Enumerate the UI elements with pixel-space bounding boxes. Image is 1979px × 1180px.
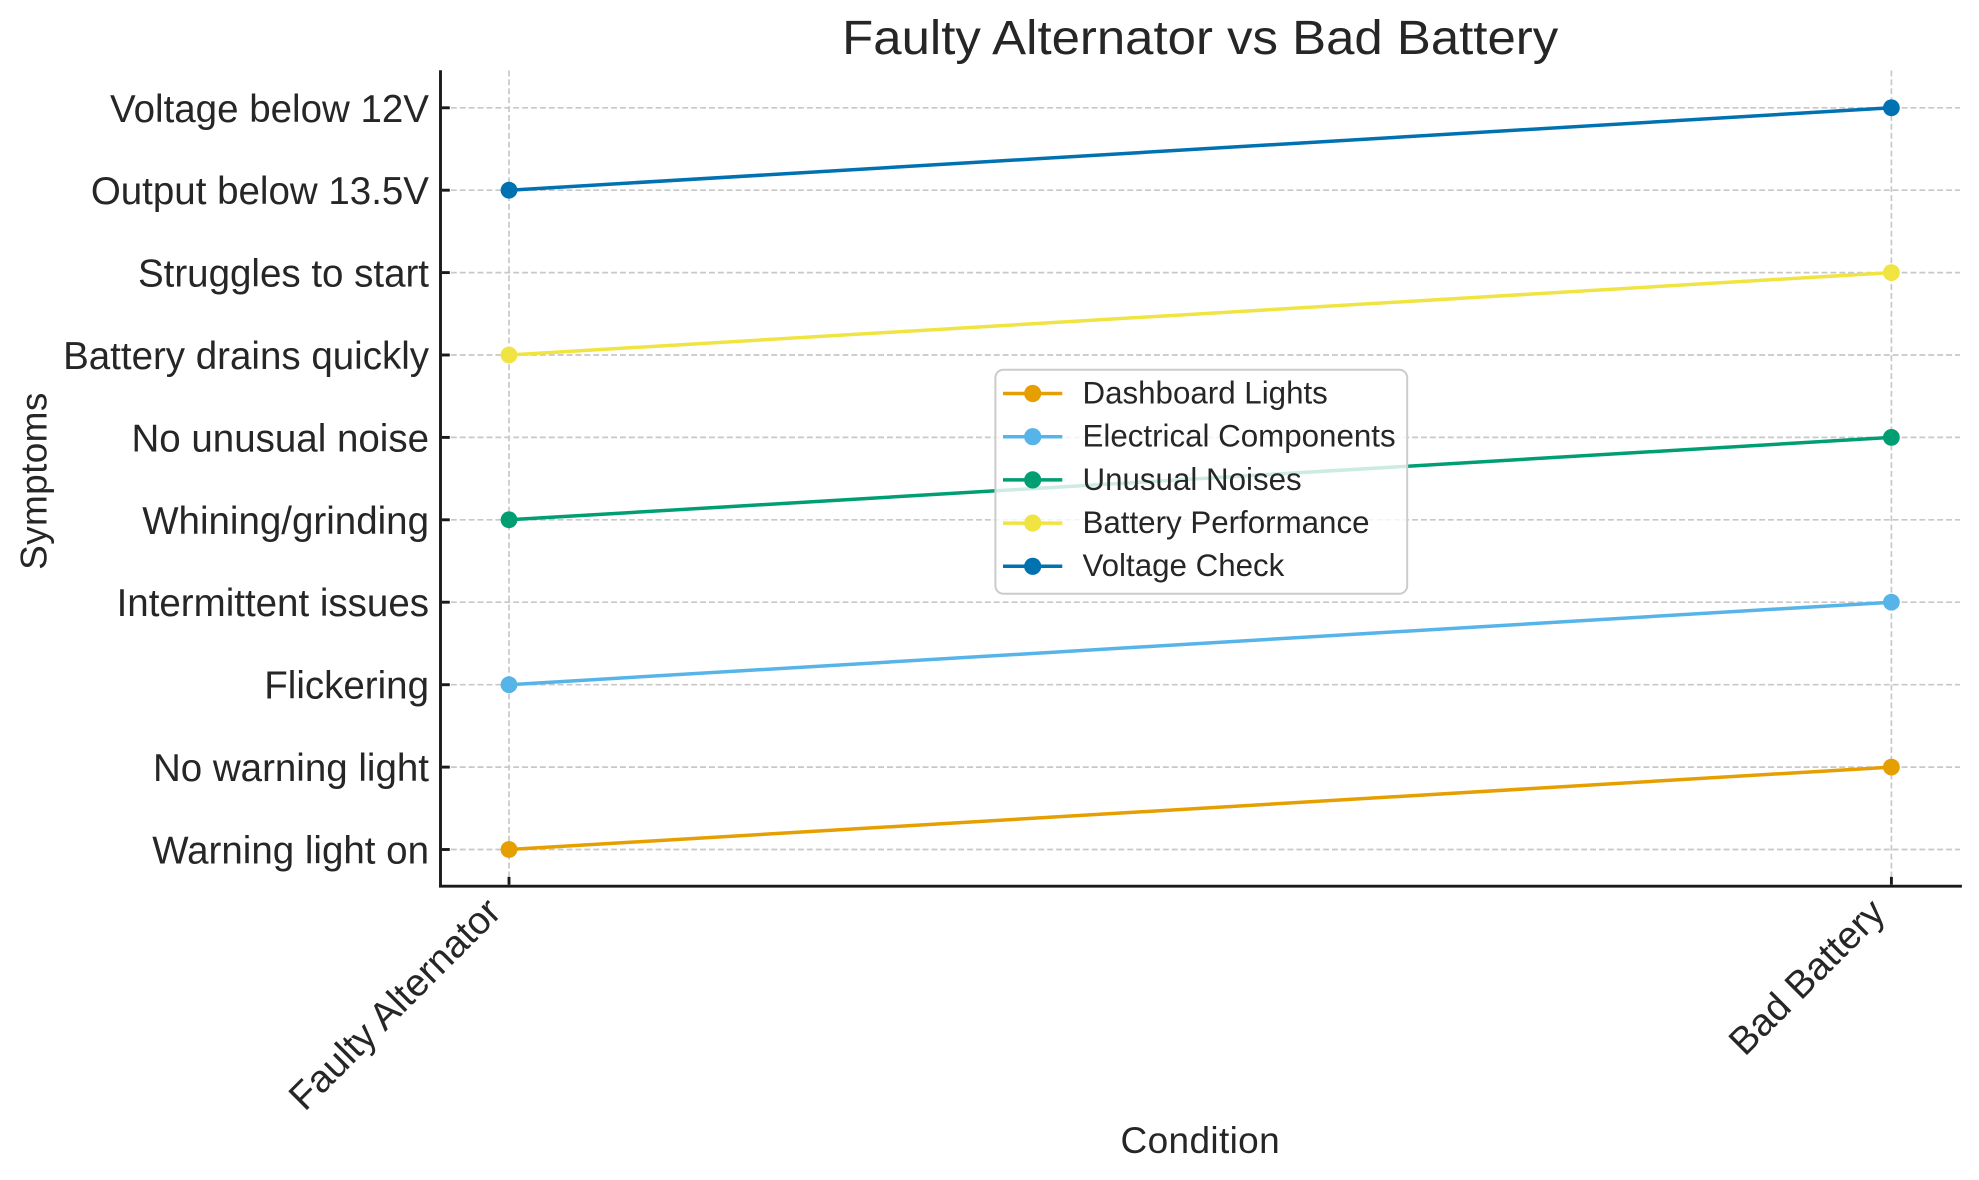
svg-text:Intermittent issues: Intermittent issues [117,582,429,625]
svg-text:Battery drains quickly: Battery drains quickly [63,335,430,378]
svg-text:Faulty Alternator vs Bad Batte: Faulty Alternator vs Bad Battery [842,12,1558,65]
svg-text:No unusual noise: No unusual noise [131,417,429,460]
svg-text:Voltage Check: Voltage Check [1083,548,1285,583]
svg-text:Dashboard Lights: Dashboard Lights [1083,375,1328,410]
svg-text:Symptoms: Symptoms [13,392,54,570]
svg-text:No warning light: No warning light [153,747,429,790]
svg-text:Battery Performance: Battery Performance [1083,505,1370,540]
svg-text:Electrical Components: Electrical Components [1083,419,1396,454]
svg-text:Voltage below 12V: Voltage below 12V [110,88,429,131]
svg-text:Unusual Noises: Unusual Noises [1083,462,1302,497]
svg-text:Warning light on: Warning light on [152,830,429,873]
svg-text:Flickering: Flickering [264,665,429,708]
svg-text:Struggles to start: Struggles to start [138,253,429,296]
svg-text:Whining/grinding: Whining/grinding [142,500,429,543]
svg-text:Output below 13.5V: Output below 13.5V [91,170,429,213]
svg-text:Condition: Condition [1121,1120,1280,1161]
